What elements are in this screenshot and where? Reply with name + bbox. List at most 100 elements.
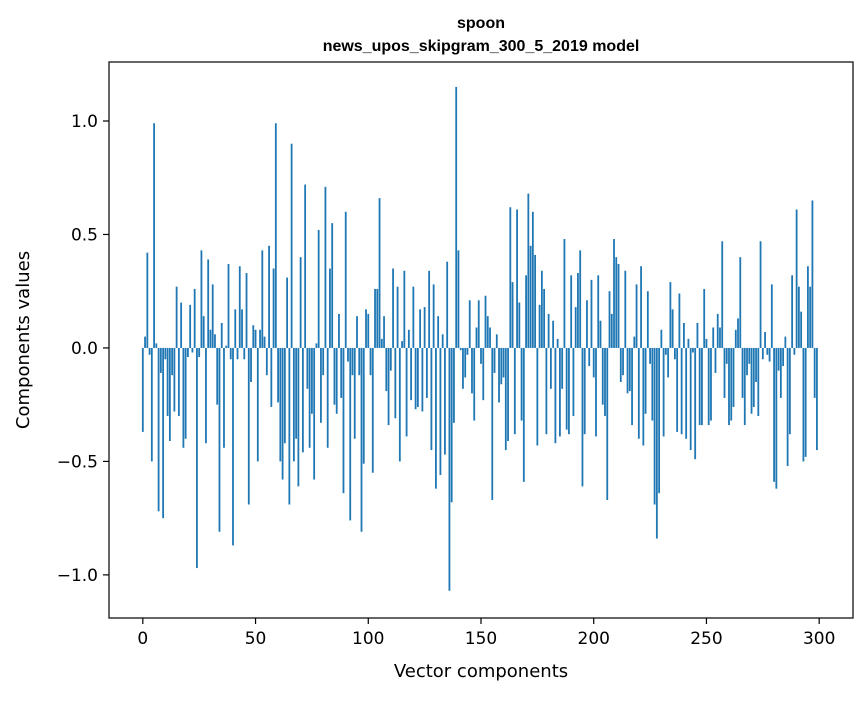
bar [779,347,782,398]
bar [644,347,647,414]
bar [570,275,573,348]
y-tick-label: 1.0 [71,112,98,132]
bars-layer [141,86,818,591]
bar [723,347,726,398]
bar [446,261,449,348]
bar [234,309,237,348]
bar [707,347,710,426]
bar [637,347,640,439]
bar [683,322,685,348]
bar [279,347,282,462]
bar [340,347,343,398]
bar [788,347,791,435]
bar [245,273,248,348]
bar [453,347,455,423]
bar [421,347,424,412]
bar [586,300,588,348]
bar [784,336,787,348]
bar [292,347,295,462]
bar [601,347,604,405]
bar [299,257,302,348]
x-tick-label: 50 [245,629,267,649]
bar [315,343,318,348]
bar [664,347,667,355]
bar [227,263,230,348]
bar [701,347,703,426]
bar [448,347,451,591]
bar [651,347,654,421]
bar [146,252,149,348]
bar [335,347,338,414]
bar [786,347,789,466]
bar [225,345,228,348]
bar [678,293,681,348]
bar [538,304,541,348]
bar [816,347,818,451]
bar [527,193,530,348]
bar [658,347,661,494]
bar [480,347,482,364]
bar [360,347,363,532]
bar [380,338,383,348]
bar [457,250,460,348]
bar [362,347,365,464]
bar [349,347,352,521]
bar [495,334,498,348]
bar [619,347,622,382]
bar [317,229,320,348]
y-axis: −1.0 −0.5 0.0 0.5 1.0 [57,112,109,586]
bar [432,284,435,348]
bar [256,347,259,462]
bar [252,325,255,348]
bar [498,347,500,403]
bar [635,284,638,348]
bar [768,347,771,362]
bar [761,347,764,360]
bar [326,347,329,448]
x-tick-label: 300 [803,629,835,649]
bar [531,211,534,348]
bar [631,347,633,426]
bar [579,250,582,348]
bar [250,347,252,382]
bar [698,347,701,426]
bar [615,257,618,348]
bar [755,347,757,382]
bar [236,347,239,360]
bar [622,347,624,376]
bar [166,347,169,417]
bar [378,198,381,348]
bar [809,286,812,348]
bar [475,327,478,348]
bar [737,318,739,348]
bar [396,286,399,348]
bar [428,270,431,348]
bar [144,336,146,348]
bar [552,320,555,348]
bar [791,275,794,348]
bar [626,347,629,394]
bar [518,302,521,348]
bar [430,347,433,451]
bar [504,347,507,451]
bar [669,282,672,348]
bar [522,347,525,482]
bar [441,334,444,348]
bar [184,347,187,439]
bar [473,347,476,421]
bar [344,211,347,348]
bar [392,268,394,348]
x-tick-label: 0 [137,629,148,649]
bar [793,347,796,355]
bar [597,275,600,348]
y-tick-label: −0.5 [57,452,98,472]
bar [797,286,800,348]
chart-title: spoon [457,15,505,32]
bar [164,347,167,360]
bar [371,347,374,473]
bar [759,241,762,348]
bar [725,347,728,364]
bar [243,347,246,360]
bar [500,347,503,385]
